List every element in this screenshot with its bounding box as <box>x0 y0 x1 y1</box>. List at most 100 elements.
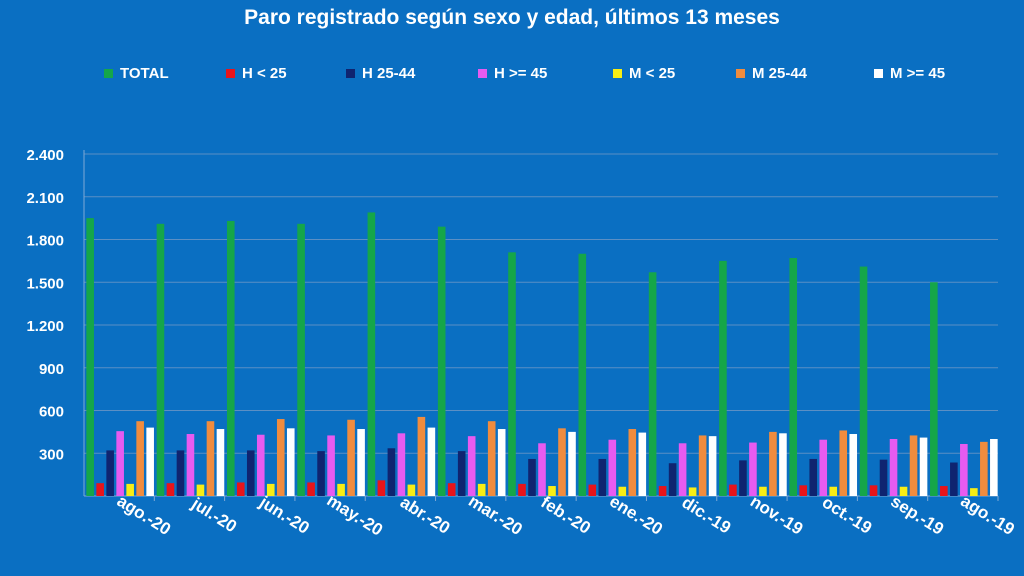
bar <box>427 427 436 496</box>
bar <box>869 485 878 496</box>
legend-label-h-25-44: H 25-44 <box>362 65 416 82</box>
bar <box>779 433 787 496</box>
bar <box>839 430 848 496</box>
chart-legend: TOTAL H < 25 H 25-44 H >= 45 M < 25 M 25… <box>0 65 1024 87</box>
bar <box>96 483 104 496</box>
x-tick-label: may.-20 <box>323 491 386 540</box>
x-tick-label: jul.-20 <box>187 494 240 537</box>
bar <box>909 435 918 496</box>
bar <box>849 434 858 496</box>
bar <box>246 450 255 496</box>
bar <box>126 483 134 496</box>
y-tick-label: 1.500 <box>26 275 64 292</box>
bar <box>387 448 396 496</box>
bar <box>618 486 627 496</box>
y-tick-label: 600 <box>39 404 64 421</box>
legend-swatch-total <box>104 69 113 78</box>
x-tick-label: dic.-19 <box>678 493 734 538</box>
bar <box>136 421 144 496</box>
bar <box>337 483 345 496</box>
legend-label-m-under-25: M < 25 <box>629 65 676 82</box>
bar <box>216 429 225 496</box>
bar <box>297 223 305 496</box>
legend-swatch-m-25-44 <box>736 69 745 78</box>
bar <box>497 429 506 496</box>
bar <box>588 484 597 496</box>
legend-label-m-25-44: M 25-44 <box>752 65 808 82</box>
x-tick-label: feb.-20 <box>537 493 594 538</box>
legend-swatch-h-under-25 <box>226 69 235 78</box>
x-tick-label: nov.-19 <box>747 492 806 539</box>
x-tick-label: ene.-20 <box>606 492 666 539</box>
bar <box>417 416 426 496</box>
bar <box>447 483 456 496</box>
legend-label-total: TOTAL <box>120 65 169 82</box>
bar <box>769 431 777 496</box>
bar <box>859 266 868 496</box>
bar <box>598 458 607 496</box>
bar <box>146 427 154 496</box>
y-tick-label: 1.200 <box>26 318 64 335</box>
legend-label-m-45-plus: M >= 45 <box>890 65 946 82</box>
bar <box>397 433 406 496</box>
bar <box>708 436 717 496</box>
x-tick-label: sep.-19 <box>887 492 947 539</box>
x-tick-label: jun.-20 <box>255 492 312 538</box>
x-tick-label: mar.-20 <box>465 491 526 539</box>
bar <box>980 441 988 496</box>
y-tick-label: 900 <box>39 361 64 378</box>
y-tick-label: 1.800 <box>26 233 64 250</box>
bar <box>307 482 315 496</box>
bar <box>106 450 114 496</box>
bar <box>317 451 325 496</box>
bar <box>719 260 727 496</box>
bar <box>829 486 838 496</box>
bar <box>236 482 245 496</box>
bar <box>940 486 948 496</box>
x-tick-label: ago.-20 <box>114 491 175 539</box>
x-tick-label: abr.-20 <box>397 493 454 538</box>
x-tick-label: oct.-19 <box>819 493 876 538</box>
legend-swatch-m-under-25 <box>613 69 622 78</box>
legend-item-m-45-plus: M >= 45 <box>874 65 945 82</box>
bar <box>276 419 285 496</box>
bar <box>367 212 376 497</box>
legend-swatch-h-45-plus <box>478 69 487 78</box>
bar <box>819 439 828 496</box>
bar <box>357 429 365 496</box>
bar <box>86 218 94 496</box>
bar <box>960 443 968 496</box>
bar <box>196 484 205 496</box>
bar <box>809 458 818 496</box>
bar <box>638 432 647 496</box>
bar <box>467 436 476 496</box>
bar <box>266 483 275 496</box>
y-tick-label: 2.400 <box>26 147 64 164</box>
bar <box>256 434 265 496</box>
bar <box>538 443 546 496</box>
legend-item-h-under-25: H < 25 <box>226 65 287 82</box>
bar <box>668 463 677 496</box>
bar <box>377 480 386 496</box>
bar <box>166 483 175 496</box>
bar <box>628 429 637 496</box>
bar <box>176 450 185 496</box>
bar <box>698 435 707 496</box>
bar <box>678 443 687 496</box>
bar <box>899 486 908 496</box>
y-tick-label: 300 <box>39 446 64 463</box>
y-tick-label: 2.100 <box>26 190 64 207</box>
bar <box>116 431 124 496</box>
bar <box>528 458 536 496</box>
bar <box>548 486 556 496</box>
bar <box>347 419 355 496</box>
x-tick-label: ago.-19 <box>957 491 1018 539</box>
bar <box>789 258 798 496</box>
bar <box>739 460 747 496</box>
bar <box>508 252 516 496</box>
bar <box>799 485 808 496</box>
bar <box>206 421 215 496</box>
bar <box>970 488 978 496</box>
bar <box>487 421 496 496</box>
